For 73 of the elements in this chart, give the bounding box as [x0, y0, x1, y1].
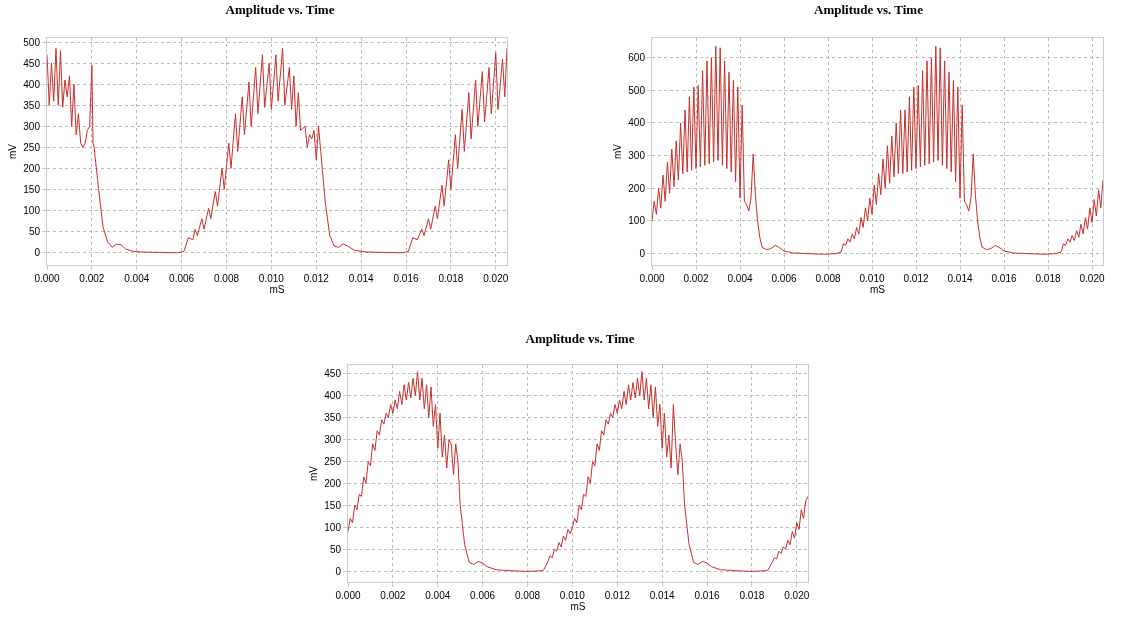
y-tick-label: 400 — [628, 117, 646, 129]
y-tick-label: 400 — [324, 390, 342, 402]
x-tick-label: 0.012 — [303, 273, 330, 284]
y-tick-label: 250 — [23, 141, 41, 153]
y-tick-label: 350 — [23, 99, 41, 111]
x-tick-label: 0.016 — [991, 273, 1017, 284]
x-tick-label: 0.004 — [727, 273, 753, 284]
y-tick-label: 200 — [324, 477, 342, 489]
x-tick-label: 0.014 — [348, 273, 375, 284]
line-series — [348, 371, 808, 572]
x-axis-title: mS — [570, 601, 586, 612]
y-tick-label: 200 — [23, 162, 41, 174]
y-axis-title: mV — [308, 465, 320, 481]
x-tick-label: 0.002 — [683, 273, 709, 284]
x-tick-label: 0.016 — [694, 590, 720, 601]
x-axis-title: mS — [269, 284, 285, 295]
x-axis-title: mS — [870, 284, 886, 295]
line-series — [47, 48, 507, 254]
x-tick-label: 0.018 — [438, 273, 464, 284]
y-tick-label: 150 — [324, 499, 342, 511]
y-tick-label: 0 — [639, 248, 646, 260]
y-tick-label: 150 — [23, 183, 41, 195]
x-tick-label: 0.000 — [335, 590, 361, 601]
y-axis-title: mV — [612, 143, 624, 159]
y-tick-label: 0 — [34, 246, 41, 258]
x-tick-label: 0.002 — [79, 273, 105, 284]
y-tick-label: 200 — [628, 182, 646, 194]
x-tick-label: 0.006 — [771, 273, 797, 284]
y-tick-label: 400 — [23, 78, 41, 90]
x-tick-label: 0.006 — [470, 590, 496, 601]
x-tick-label: 0.018 — [739, 590, 765, 601]
x-tick-label: 0.000 — [639, 273, 665, 284]
x-tick-label: 0.002 — [380, 590, 406, 601]
x-tick-label: 0.010 — [559, 590, 586, 601]
y-tick-label: 100 — [628, 215, 646, 227]
y-tick-label: 300 — [23, 120, 41, 132]
y-tick-label: 500 — [23, 36, 41, 48]
x-tick-label: 0.004 — [425, 590, 451, 601]
x-tick-label: 0.012 — [604, 590, 631, 601]
x-tick-label: 0.006 — [169, 273, 195, 284]
x-tick-label: 0.008 — [514, 590, 541, 601]
y-tick-label: 0 — [335, 565, 342, 577]
y-tick-label: 600 — [628, 52, 646, 64]
x-tick-label: 0.004 — [124, 273, 150, 284]
x-tick-label: 0.010 — [258, 273, 285, 284]
y-tick-label: 50 — [329, 543, 342, 555]
y-tick-label: 300 — [628, 150, 646, 162]
x-tick-label: 0.018 — [1035, 273, 1061, 284]
x-tick-label: 0.012 — [903, 273, 929, 284]
x-tick-label: 0.008 — [815, 273, 841, 284]
chart-title: Amplitude vs. Time — [814, 1, 924, 17]
y-axis-title: mV — [7, 143, 19, 159]
x-tick-label: 0.020 — [1079, 273, 1105, 284]
x-tick-label: 0.016 — [393, 273, 419, 284]
x-tick-label: 0.010 — [859, 273, 885, 284]
chart-title: Amplitude vs. Time — [225, 1, 335, 17]
x-tick-label: 0.008 — [213, 273, 240, 284]
y-tick-label: 100 — [324, 521, 342, 533]
y-tick-label: 450 — [23, 57, 41, 69]
y-tick-label: 350 — [324, 412, 342, 424]
line-series — [652, 45, 1103, 255]
x-tick-label: 0.014 — [947, 273, 973, 284]
x-tick-label: 0.014 — [649, 590, 676, 601]
y-tick-label: 250 — [324, 455, 342, 467]
x-tick-label: 0.020 — [483, 273, 509, 284]
y-tick-label: 100 — [23, 204, 41, 216]
x-tick-label: 0.020 — [784, 590, 810, 601]
y-tick-label: 50 — [28, 225, 41, 237]
y-tick-label: 450 — [324, 368, 342, 380]
x-tick-label: 0.000 — [34, 273, 60, 284]
chart-title: Amplitude vs. Time — [525, 331, 635, 347]
y-tick-label: 300 — [324, 434, 342, 446]
y-tick-label: 500 — [628, 84, 646, 96]
